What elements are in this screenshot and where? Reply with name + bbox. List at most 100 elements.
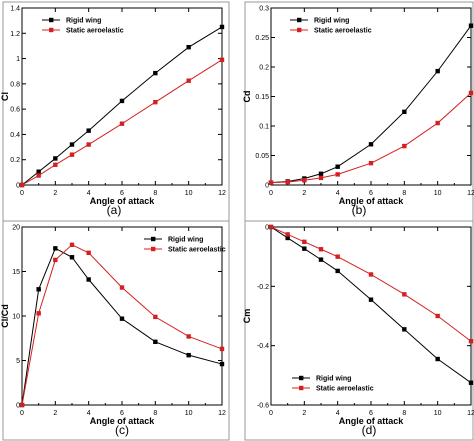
y-tick-label: 10: [12, 314, 20, 321]
x-tick-label: 12: [467, 190, 474, 197]
data-point-marker: [335, 254, 340, 259]
data-point-marker: [69, 255, 75, 260]
y-tick-label: 0.6: [10, 107, 20, 114]
legend-marker: [49, 17, 54, 23]
x-tick-label: 4: [87, 410, 91, 417]
data-point-marker: [435, 313, 440, 319]
panel-caption: (d): [362, 423, 377, 437]
legend-marker: [151, 236, 156, 242]
y-tick-label: 1: [16, 56, 20, 63]
x-tick-label: 10: [434, 190, 442, 197]
x-tick-label: 0: [20, 190, 24, 197]
series-rigid-wing: [268, 23, 474, 185]
x-tick-label: 2: [53, 190, 57, 197]
series-line: [21, 244, 223, 406]
data-point-marker: [435, 356, 440, 362]
y-tick-label: -0.4: [257, 343, 269, 350]
y-tick-label: -0.2: [257, 284, 269, 291]
legend-marker: [297, 27, 302, 33]
data-point-marker: [318, 171, 324, 176]
legend-label: Static aeroelastic: [168, 247, 226, 254]
x-tick-label: 4: [336, 190, 340, 197]
legend-marker: [297, 17, 302, 23]
series-rigid-wing: [19, 24, 225, 188]
y-tick-label: 0.25: [255, 35, 269, 42]
x-tick-label: 10: [185, 190, 193, 197]
panel-frame: [244, 220, 474, 441]
data-point-marker: [19, 402, 25, 408]
legend-label: Rigid wing: [66, 18, 101, 25]
series-rigid-wing: [268, 224, 474, 385]
data-point-marker: [119, 98, 125, 104]
chart-panel: 0 2 4 6 8 10 12 0 0.05 0.1 0.15 0.2 0.25 0.3 Angle of …: [242, 6, 474, 218]
x-tick-label: 8: [402, 410, 406, 417]
data-point-marker: [86, 128, 91, 133]
data-point-marker: [368, 142, 374, 147]
data-point-marker: [318, 257, 324, 262]
x-tick-label: 2: [302, 190, 306, 197]
x-tick-label: 8: [153, 190, 157, 197]
x-axis: 0 2 4 6 8 10 12: [20, 227, 226, 417]
data-point-marker: [53, 257, 58, 263]
legend-marker: [49, 27, 54, 33]
data-point-marker: [318, 247, 324, 252]
data-point-marker: [368, 272, 374, 277]
y-axis: 0 0.05 0.1 0.15 0.2 0.25 0.3: [255, 6, 471, 190]
y-axis: 0 5 10 15 20: [12, 225, 222, 410]
panel-caption: (a): [107, 203, 122, 217]
data-point-marker: [153, 99, 158, 105]
legend-label: Rigid wing: [168, 237, 203, 244]
legend: Rigid wing Static aeroelastic: [292, 376, 374, 393]
y-tick-label: 0.4: [10, 132, 20, 139]
y-tick-label: 0.2: [10, 157, 20, 164]
data-point-marker: [302, 178, 307, 183]
y-tick-label: 0: [16, 183, 20, 190]
x-tick-label: 4: [336, 410, 340, 417]
x-axis-title: Angle of attack: [90, 416, 156, 426]
y-tick-label: -0.6: [257, 403, 269, 410]
y-tick-label: 0: [265, 225, 269, 232]
data-point-marker: [53, 162, 58, 167]
data-point-marker: [219, 57, 225, 63]
x-tick-label: 12: [467, 410, 474, 417]
y-axis-title: Cm: [242, 309, 252, 324]
x-tick-label: 10: [434, 410, 442, 417]
y-tick-label: 0: [265, 183, 269, 190]
y-axis-title: Cl/Cd: [0, 304, 10, 328]
y-tick-label: 15: [12, 269, 20, 276]
data-point-marker: [285, 232, 290, 237]
legend-label: Static aeroelastic: [66, 28, 124, 35]
data-point-marker: [86, 277, 91, 282]
panel-frame: [2, 220, 230, 441]
plot-area-border: [270, 7, 472, 186]
x-tick-label: 6: [369, 190, 373, 197]
legend: Rigid wing Static aeroelastic: [290, 18, 372, 35]
y-tick-label: 5: [16, 358, 20, 365]
y-tick-label: 0.8: [10, 81, 20, 88]
data-point-marker: [119, 121, 125, 126]
plot-area-border: [21, 7, 223, 186]
legend-label: Static aeroelastic: [316, 386, 374, 393]
chart-panel: 0 2 4 6 8 10 12 0 0.2 0.4 0.6 0.8 1 1.2 1.4 Angle of at…: [0, 6, 226, 218]
data-point-marker: [53, 246, 58, 251]
data-point-marker: [468, 339, 474, 344]
data-point-marker: [186, 44, 191, 50]
data-point-marker: [86, 142, 91, 147]
series-static-aeroelastic: [268, 90, 474, 185]
x-axis-title: Angle of attack: [339, 416, 405, 426]
data-point-marker: [468, 23, 474, 28]
data-point-marker: [36, 173, 41, 178]
legend-label: Rigid wing: [314, 18, 349, 25]
series-line: [270, 226, 472, 384]
panel-frame: [244, 1, 474, 222]
x-tick-label: 0: [20, 410, 24, 417]
legend: Rigid wing Static aeroelastic: [144, 237, 226, 254]
legend: Rigid wing Static aeroelastic: [42, 18, 124, 35]
y-tick-label: 0.05: [255, 153, 269, 160]
x-tick-label: 4: [87, 190, 91, 197]
data-point-marker: [335, 172, 340, 177]
y-axis: 0 -0.2 -0.4 -0.6: [257, 225, 471, 410]
x-tick-label: 2: [302, 410, 306, 417]
legend-marker: [151, 246, 156, 252]
